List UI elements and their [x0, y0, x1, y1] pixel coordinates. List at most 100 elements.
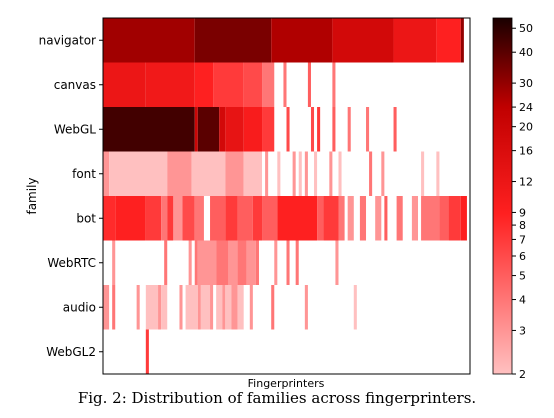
row-label: navigator [39, 33, 96, 47]
heatmap-cell [255, 240, 259, 285]
heatmap-cell [381, 151, 385, 196]
colorbar-tick-label: 6 [519, 250, 526, 263]
heatmap-cell [317, 107, 321, 152]
row-label: WebGL [54, 122, 96, 136]
heatmap-cell [145, 285, 159, 330]
heatmap-cell [145, 62, 195, 107]
heatmap-cell [411, 196, 419, 241]
heatmap-cell [298, 151, 302, 196]
heatmap-cell [216, 240, 229, 285]
heatmap-cell [439, 196, 449, 241]
heatmap-cell [243, 62, 263, 107]
heatmap-cell [136, 285, 140, 330]
heatmap-cell [161, 285, 168, 330]
heatmap-cell [286, 240, 290, 285]
heatmap-cell [436, 151, 440, 196]
heatmap-cell [185, 285, 198, 330]
heatmap-cell [274, 240, 278, 285]
heatmap-cell [307, 62, 311, 107]
heatmap-cell [191, 151, 226, 196]
heatmap-cell [145, 196, 162, 241]
heatmap-cell [225, 151, 244, 196]
heatmap-cell [283, 62, 287, 107]
heatmap-cell [347, 196, 354, 241]
heatmap-cell [194, 107, 198, 152]
colorbar-tick-label: 12 [519, 176, 533, 189]
plot-area [103, 18, 467, 374]
colorbar-tick-label: 24 [519, 101, 533, 114]
colorbar-tick-label: 3 [519, 324, 526, 337]
heatmap-cell [265, 151, 269, 196]
heatmap-cell [182, 196, 195, 241]
heatmap-cell [103, 107, 195, 152]
heatmap-cell [262, 107, 275, 152]
heatmap-cell [332, 18, 394, 63]
heatmap-cell [213, 62, 244, 107]
heatmap-cell [231, 285, 238, 330]
heatmap-cell [332, 107, 336, 152]
heatmap-cell [332, 62, 336, 107]
heatmap-cell [225, 196, 238, 241]
heatmap-cell [292, 151, 296, 196]
heatmap-cell [338, 196, 345, 241]
heatmap-cell [115, 196, 146, 241]
heatmap-cell [197, 240, 217, 285]
heatmap-cell [179, 285, 183, 330]
heatmap-cell [103, 196, 116, 241]
heatmap-cell [197, 285, 201, 330]
colorbar-tick-label: 2 [519, 368, 526, 381]
heatmap-cell [310, 107, 315, 152]
heatmap-cell [366, 107, 370, 152]
heatmap-cell [335, 240, 339, 285]
heatmap-cell [216, 285, 223, 330]
heatmap-cell [237, 240, 247, 285]
colorbar-tick-label: 7 [519, 233, 526, 246]
colorbar [492, 17, 513, 375]
heatmap-cell [194, 196, 204, 241]
heatmap-cell [338, 151, 342, 196]
heatmap-cell [225, 107, 244, 152]
heatmap-cell [317, 196, 324, 241]
heatmap-cell [210, 285, 214, 330]
heatmap-cell [210, 196, 226, 241]
row-label: WebGL2 [46, 345, 96, 359]
heatmap-cell [103, 18, 195, 63]
heatmap-cell [164, 240, 168, 285]
heatmap-cell [243, 151, 263, 196]
heatmap-cell [369, 151, 373, 196]
heatmap-cell [436, 18, 461, 63]
heatmap-cell [353, 285, 357, 330]
row-label: canvas [54, 78, 96, 92]
heatmap-cell [103, 62, 146, 107]
heatmap-cell [393, 18, 437, 63]
heatmap-cell [384, 196, 388, 241]
row-label: bot [76, 211, 96, 225]
heatmap-cell [109, 151, 168, 196]
heatmap-cell [359, 196, 367, 241]
heatmap-cell [222, 285, 226, 330]
heatmap-cell [158, 285, 162, 330]
heatmap-cell [460, 18, 464, 63]
heatmap-cell [167, 196, 174, 241]
heatmap-cell [421, 151, 425, 196]
colorbar-tick-label: 9 [519, 206, 526, 219]
heatmap-cell [295, 240, 299, 285]
colorbar-tick-label: 16 [519, 145, 533, 158]
heatmap-cell [200, 285, 211, 330]
heatmap-cell [396, 196, 403, 241]
heatmap-cell [448, 196, 461, 241]
heatmap-cell [237, 196, 253, 241]
heatmap-cell [304, 151, 308, 196]
colorbar-tick-label: 8 [519, 219, 526, 232]
heatmap-cell [194, 62, 214, 107]
heatmap-cell [197, 107, 220, 152]
heatmap-cell [252, 196, 263, 241]
heatmap-cell [249, 285, 253, 330]
heatmap-cell [271, 285, 275, 330]
heatmap-cell [161, 196, 168, 241]
heatmap-cell [145, 329, 149, 374]
heatmap-cell [347, 107, 351, 152]
heatmap-cell [421, 196, 440, 241]
heatmap-cell [460, 196, 467, 241]
colorbar-ticks: 2 3 4 5 6 789 12 16 20 24 30 40 50 [512, 22, 533, 381]
